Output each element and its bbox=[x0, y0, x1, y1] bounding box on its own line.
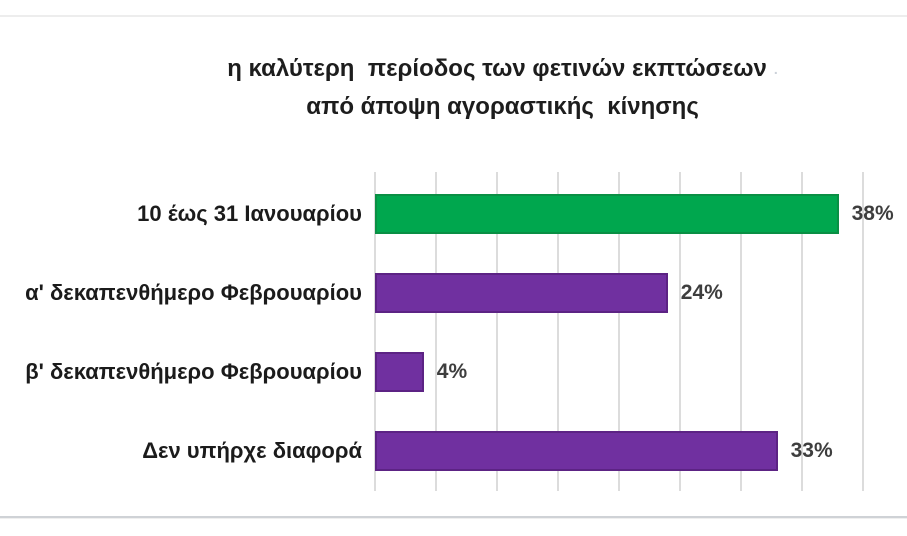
value-label: 33% bbox=[790, 439, 833, 462]
bar bbox=[375, 352, 424, 392]
category-label: β' δεκαπενθήμερο Φεβρουαρίου bbox=[25, 359, 362, 384]
chart-title-line-1: η καλύτερη περίοδος των φετινών εκπτώσεω… bbox=[95, 50, 907, 88]
chart-title-line-2: από άποψη αγοραστικής κίνησης bbox=[306, 93, 699, 120]
bar bbox=[375, 194, 839, 234]
gridline bbox=[496, 172, 498, 491]
bar bbox=[375, 273, 668, 313]
gridline bbox=[801, 172, 803, 491]
category-label: Δεν υπήρχε διαφορά bbox=[142, 438, 362, 463]
value-label: 38% bbox=[851, 202, 894, 225]
bar bbox=[375, 431, 778, 471]
gridline bbox=[862, 172, 864, 491]
gridline bbox=[679, 172, 681, 491]
gridline bbox=[618, 172, 620, 491]
top-divider bbox=[0, 15, 907, 17]
gridline bbox=[740, 172, 742, 491]
chart-title-text-1: η καλύτερη περίοδος των φετινών εκπτώσεω… bbox=[227, 55, 767, 82]
faint-period-mark: . bbox=[773, 61, 778, 77]
gridline bbox=[435, 172, 437, 491]
chart-title: η καλύτερη περίοδος των φετινών εκπτώσεω… bbox=[95, 50, 907, 125]
gridline bbox=[374, 172, 376, 491]
bottom-divider bbox=[0, 516, 907, 518]
category-label: 10 έως 31 Ιανουαρίου bbox=[137, 201, 362, 226]
category-label: α' δεκαπενθήμερο Φεβρουαρίου bbox=[25, 280, 362, 305]
value-label: 24% bbox=[680, 281, 723, 304]
value-label: 4% bbox=[436, 360, 468, 383]
plot-area: 10 έως 31 Ιανουαρίου 38% α' δεκαπενθήμερο … bbox=[0, 172, 907, 491]
gridline bbox=[557, 172, 559, 491]
